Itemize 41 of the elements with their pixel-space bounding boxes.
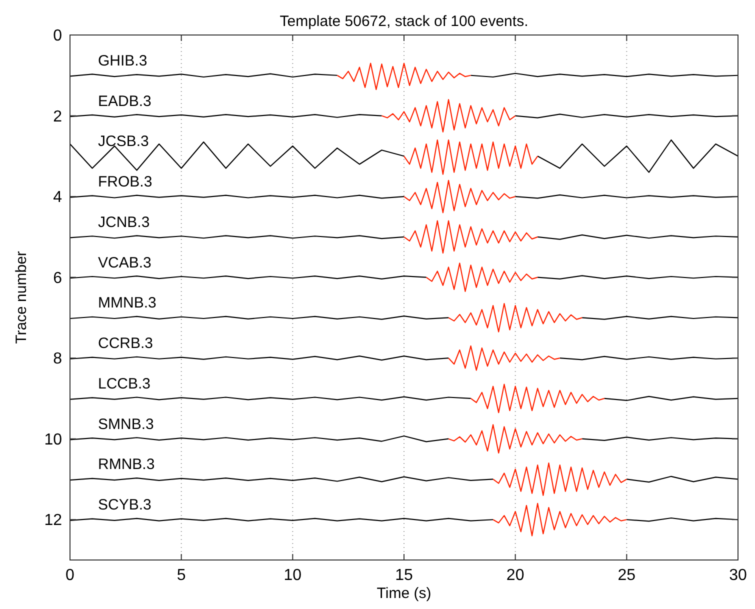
x-tick-label: 20 xyxy=(506,567,524,584)
y-axis-title: Trace number xyxy=(13,251,30,344)
line-series xyxy=(448,345,560,371)
line-series xyxy=(492,502,628,536)
line-series xyxy=(403,220,538,254)
x-tick-label: 5 xyxy=(176,567,186,584)
x-tick-label: 25 xyxy=(618,567,636,584)
line-series xyxy=(448,303,583,332)
line-series xyxy=(403,180,516,214)
chart-title: Template 50672, stack of 100 events. xyxy=(280,13,528,30)
y-tick-label: 10 xyxy=(44,431,62,448)
series-label: SMNB.3 xyxy=(98,416,154,433)
x-axis-title: Time (s) xyxy=(376,585,432,602)
series-label: LCCB.3 xyxy=(98,375,151,392)
line-series xyxy=(426,262,538,292)
series-label: RMNB.3 xyxy=(98,456,155,474)
y-tick-label: 12 xyxy=(44,512,62,530)
x-tick-label: 0 xyxy=(66,567,75,584)
line-series xyxy=(381,99,516,132)
x-tick-label: 30 xyxy=(729,567,747,584)
line-series xyxy=(470,384,605,414)
series-label: VCAB.3 xyxy=(98,254,152,272)
x-tick-label: 15 xyxy=(395,567,413,584)
line-series xyxy=(492,462,628,496)
y-tick-label: 6 xyxy=(53,270,62,287)
x-tick-label: 10 xyxy=(284,567,302,584)
series-label: CCRB.3 xyxy=(98,335,154,352)
series-label: MMNB.3 xyxy=(98,294,156,312)
series-label: SCYB.3 xyxy=(98,496,152,514)
line-series xyxy=(448,424,583,454)
series-label: JCSB.3 xyxy=(98,133,149,150)
series-label: EADB.3 xyxy=(98,92,152,110)
line-series xyxy=(336,62,472,90)
y-tick-label: 8 xyxy=(53,350,62,368)
series-label: JCNB.3 xyxy=(98,214,150,231)
line-series xyxy=(403,139,538,175)
y-tick-label: 4 xyxy=(53,189,62,206)
series-label: FROB.3 xyxy=(98,174,152,191)
series-label: GHIB.3 xyxy=(98,52,148,70)
y-tick-label: 0 xyxy=(53,28,62,45)
y-tick-label: 2 xyxy=(53,108,62,126)
